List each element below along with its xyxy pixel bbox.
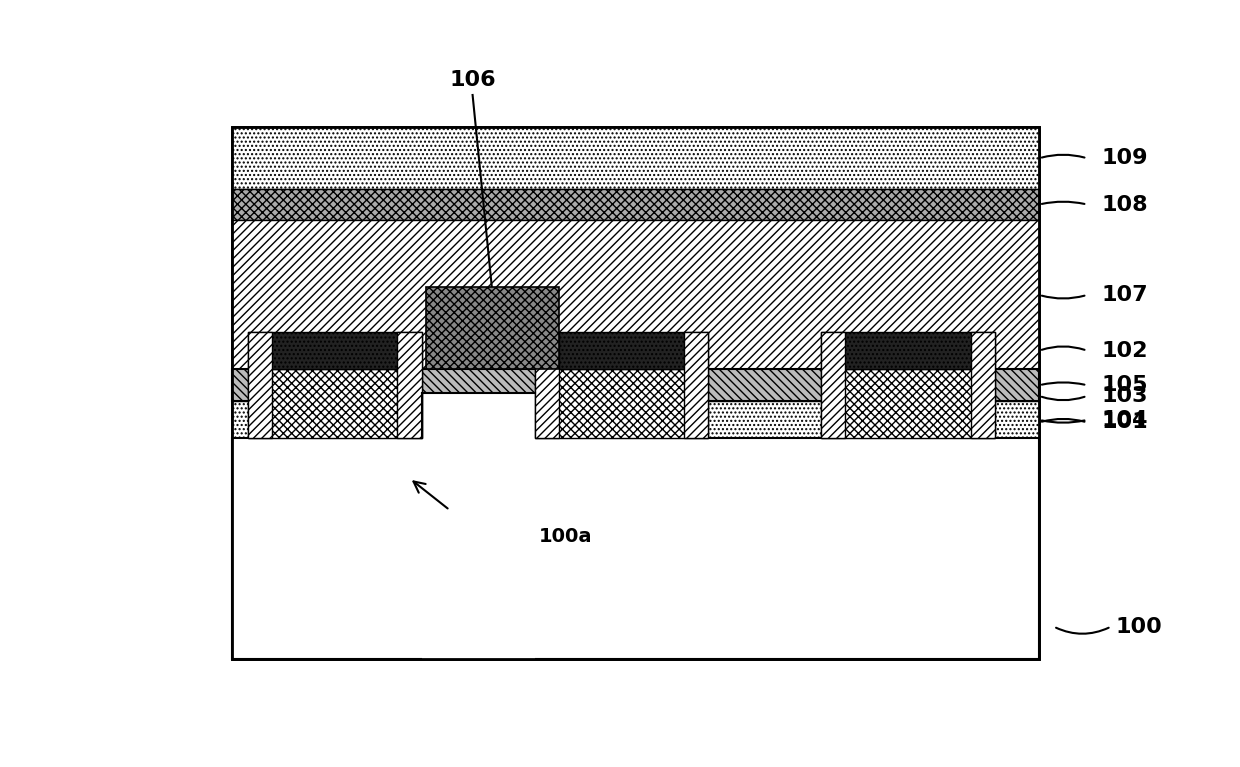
Bar bbox=[248, 332, 422, 370]
Text: 101: 101 bbox=[1101, 413, 1148, 433]
Bar bbox=[684, 332, 708, 439]
Bar bbox=[232, 439, 1039, 659]
Bar bbox=[821, 332, 994, 370]
Text: 108: 108 bbox=[1101, 195, 1148, 215]
Text: 106: 106 bbox=[449, 71, 496, 91]
Bar bbox=[232, 127, 1039, 659]
Bar bbox=[232, 127, 1039, 659]
Text: 104: 104 bbox=[1101, 410, 1148, 430]
Text: 100a: 100a bbox=[538, 527, 593, 546]
Bar bbox=[422, 393, 534, 659]
Bar bbox=[248, 370, 422, 439]
Bar bbox=[397, 332, 422, 439]
Bar bbox=[971, 332, 994, 439]
Bar bbox=[248, 332, 273, 439]
Text: 107: 107 bbox=[1101, 285, 1148, 305]
Bar bbox=[821, 370, 994, 439]
Bar bbox=[821, 332, 846, 439]
Text: 102: 102 bbox=[1101, 341, 1148, 360]
Bar bbox=[534, 332, 708, 370]
Bar bbox=[534, 370, 708, 439]
Bar bbox=[232, 189, 1039, 220]
Text: 109: 109 bbox=[1101, 148, 1148, 168]
Bar bbox=[425, 287, 559, 370]
Text: 100: 100 bbox=[1116, 617, 1163, 637]
Bar bbox=[232, 220, 1039, 370]
Text: 103: 103 bbox=[1101, 386, 1148, 406]
Bar bbox=[232, 370, 1039, 401]
Bar bbox=[232, 127, 1039, 189]
Bar bbox=[232, 401, 1039, 439]
Bar bbox=[534, 332, 559, 439]
Text: 105: 105 bbox=[1101, 375, 1148, 395]
